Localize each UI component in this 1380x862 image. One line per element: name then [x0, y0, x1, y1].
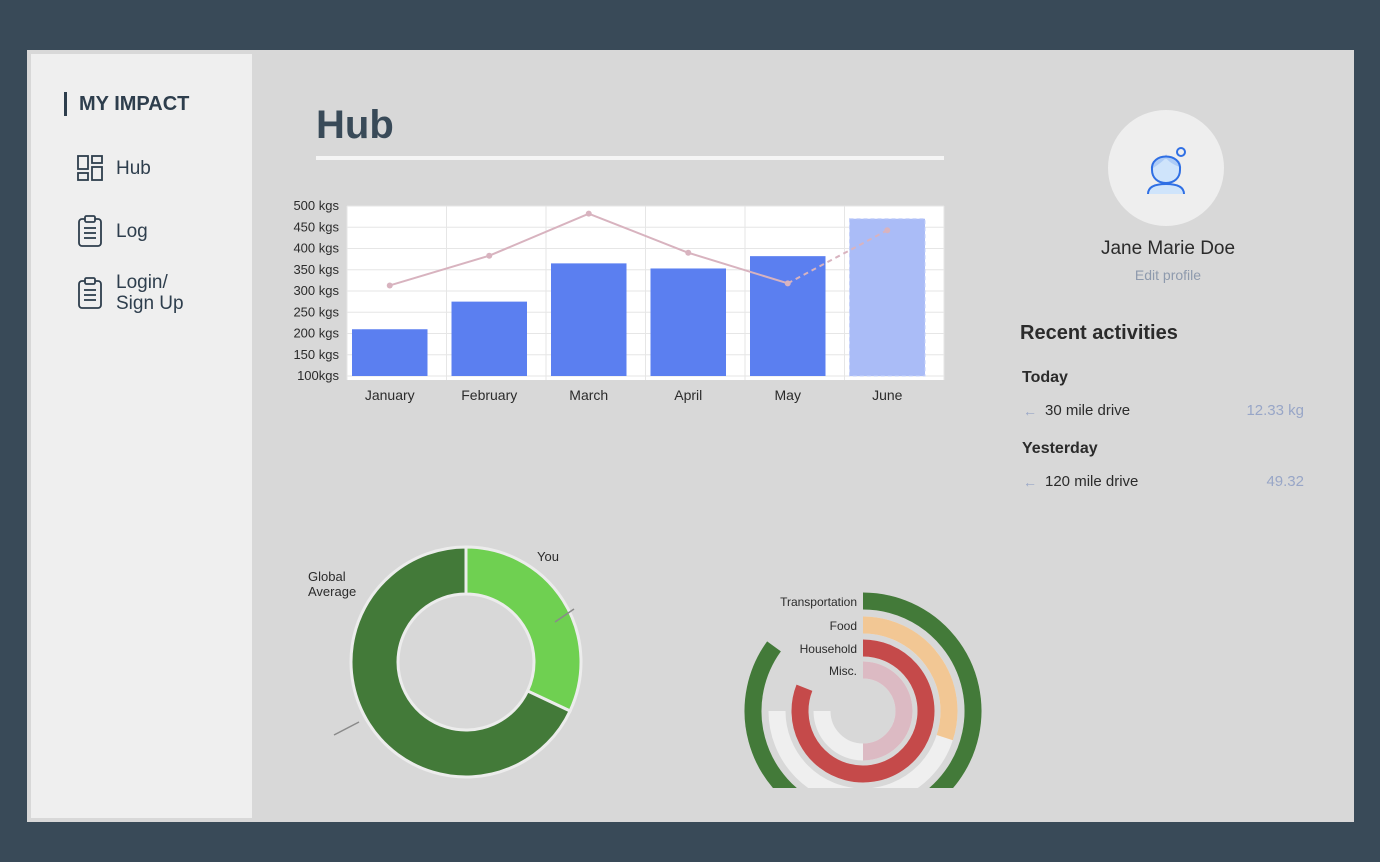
trend-point [585, 210, 592, 217]
y-tick-label: 450 kgs [293, 219, 339, 234]
activity-row[interactable]: ← 30 mile drive 12.33 kg [1023, 402, 1304, 419]
legend-label-global: Average [308, 584, 356, 599]
page-title: Hub [316, 103, 394, 147]
y-tick-label: 400 kgs [293, 241, 339, 256]
title-divider [316, 156, 944, 160]
category-label: Household [800, 642, 857, 656]
activity-amount: 49.32 [1266, 473, 1304, 490]
y-tick-label: 350 kgs [293, 262, 339, 277]
bar-projected [849, 218, 926, 377]
bar [551, 263, 627, 376]
trend-line-projected [787, 229, 888, 285]
ring-bar [862, 616, 958, 741]
brand-bar [64, 92, 67, 116]
x-tick-label: April [674, 387, 702, 403]
app-window: MY IMPACT Hub Log [27, 50, 1354, 822]
sidebar-item-label: Hub [116, 157, 151, 179]
avatar[interactable] [1108, 110, 1224, 226]
monthly-emissions-chart: 100kgs 150 kgs 200 kgs 250 kgs 300 kgs 350 kg… [293, 200, 945, 403]
activity-name: 30 mile drive [1045, 402, 1131, 419]
activity-row[interactable]: ← 120 mile drive 49.32 [1023, 473, 1304, 490]
activity-amount: 12.33 kg [1246, 402, 1304, 419]
y-tick-label: 200 kgs [293, 326, 339, 341]
category-label: Food [830, 619, 857, 633]
legend-label-global: Global [308, 569, 346, 584]
sidebar: MY IMPACT Hub Log [31, 54, 252, 818]
user-avatar-icon [1147, 147, 1186, 195]
sidebar-item-label: Login/ Sign Up [116, 272, 184, 314]
arrow-left-icon: ← [1023, 402, 1037, 419]
ring-bar [862, 661, 913, 761]
profile-name: Jane Marie Doe [1100, 238, 1236, 259]
edit-profile-link[interactable]: Edit profile [1134, 267, 1202, 283]
sidebar-item-label: Log [116, 220, 148, 242]
arrow-left-icon: ← [1023, 473, 1037, 490]
brand-title: MY IMPACT [79, 92, 190, 115]
bar [451, 301, 527, 376]
clipboard-icon [78, 215, 102, 247]
leader-line [554, 608, 575, 623]
x-tick-label: June [872, 387, 903, 403]
trend-point [884, 227, 891, 234]
category-label: Transportation [780, 595, 857, 609]
activity-name: 120 mile drive [1045, 473, 1139, 490]
clipboard-icon [78, 277, 102, 309]
signup-label: Sign Up [116, 293, 184, 314]
bar [650, 268, 726, 376]
brand: MY IMPACT [64, 92, 189, 116]
trend-point [685, 249, 692, 256]
trend-point [784, 280, 791, 287]
trend-point [486, 252, 493, 259]
bar [750, 256, 826, 376]
leader-line [333, 721, 360, 736]
ring-bar [791, 639, 935, 783]
category-radial-chart: Transportation Food Household Misc. [744, 592, 982, 788]
bar [352, 329, 428, 376]
y-tick-label: 250 kgs [293, 304, 339, 319]
x-tick-label: January [365, 387, 415, 403]
trend-point [386, 282, 393, 289]
day-label: Today [1022, 369, 1068, 386]
login-label: Login/ [116, 272, 168, 293]
ring-bar [744, 592, 982, 788]
donut-slice [464, 545, 583, 713]
legend-label-you: You [537, 549, 559, 564]
y-tick-label: 500 kgs [293, 200, 339, 213]
x-tick-label: March [569, 387, 608, 403]
donut-slice [349, 545, 573, 779]
x-tick-label: February [461, 387, 517, 403]
dashboard-grid-icon [77, 155, 103, 181]
sidebar-item-hub[interactable]: Hub [76, 154, 151, 182]
y-tick-label: 300 kgs [293, 283, 339, 298]
sidebar-item-login[interactable]: Login/ Sign Up [76, 272, 184, 314]
day-label: Yesterday [1022, 440, 1098, 457]
y-tick-label: 150 kgs [293, 347, 339, 362]
recent-activities-title: Recent activities [1020, 322, 1178, 344]
sidebar-item-log[interactable]: Log [76, 214, 148, 248]
x-tick-label: May [775, 387, 801, 403]
category-label: Misc. [829, 664, 857, 678]
y-tick-label: 100kgs [297, 368, 339, 383]
